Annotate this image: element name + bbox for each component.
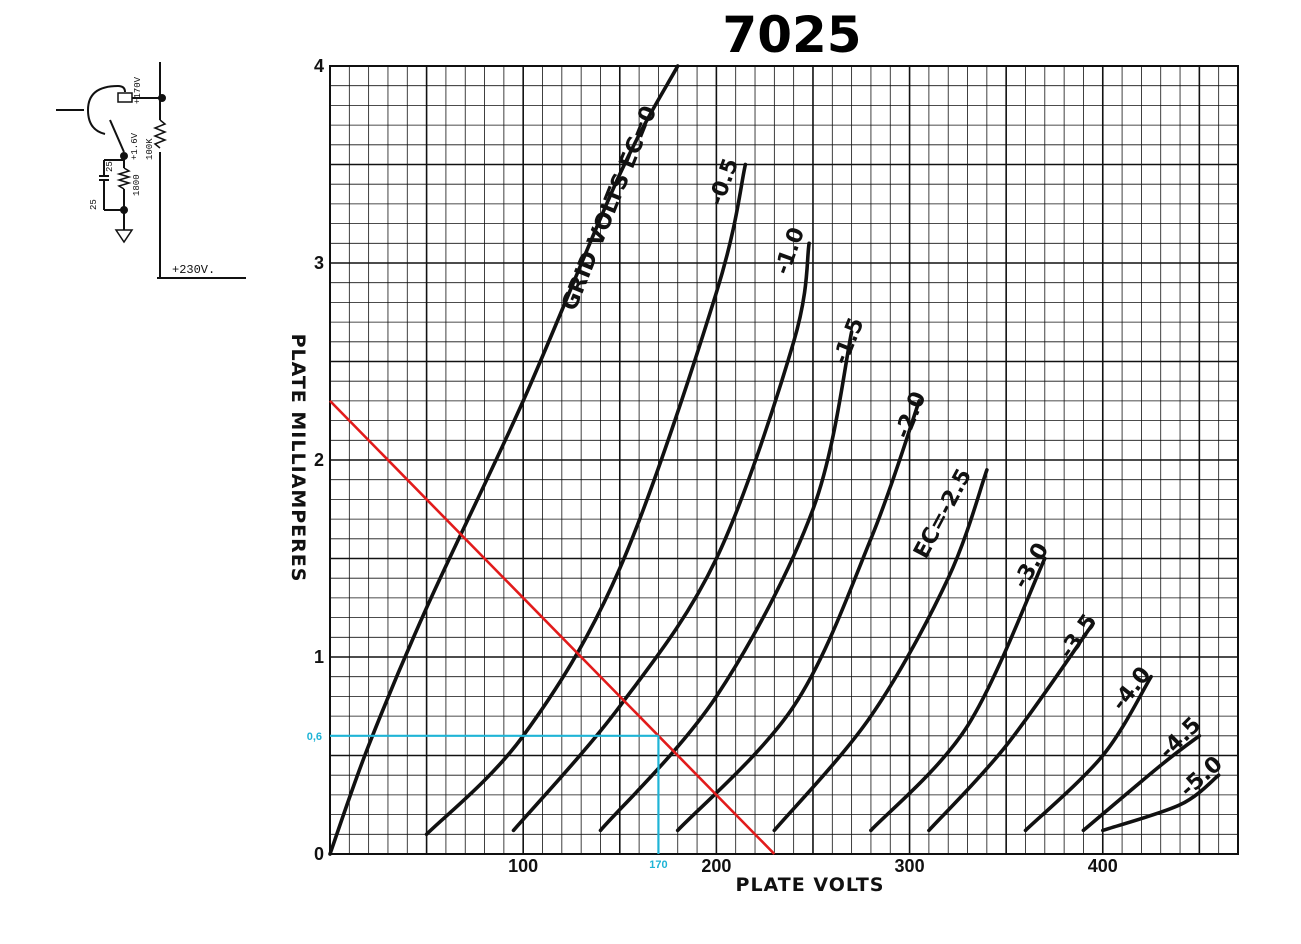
y-tick-label: 2 xyxy=(314,450,324,470)
schematic-cathode-resistor: 1800 xyxy=(132,174,142,196)
x-tick-label: 300 xyxy=(895,856,925,876)
load-line xyxy=(329,399,776,855)
schematic-cathode-voltage: +1.6V xyxy=(130,132,140,160)
x-tick-label: 200 xyxy=(701,856,731,876)
chart-title: 7025 xyxy=(722,6,861,64)
x-axis-title: PLATE VOLTS xyxy=(736,874,885,896)
operating-voltage-label: 170 xyxy=(649,859,667,871)
plate-curve-4 xyxy=(675,399,921,833)
schematic-inset xyxy=(56,62,246,279)
x-tick-label: 100 xyxy=(508,856,538,876)
y-tick-label: 4 xyxy=(314,56,324,76)
plate-curve-9 xyxy=(1081,734,1202,833)
schematic-plate-resistor: 100K xyxy=(145,138,155,160)
operating-current-label: 0,6 xyxy=(307,731,322,743)
x-tick-labels: 100 200 300 400 xyxy=(508,856,1118,876)
plate-curve-6 xyxy=(869,556,1047,833)
y-tick-label: 1 xyxy=(314,647,324,667)
y-tick-labels: 0 1 2 3 4 xyxy=(314,56,324,864)
plate-curve-3 xyxy=(598,330,854,833)
plate-curve-7 xyxy=(927,621,1095,833)
grid-major xyxy=(329,65,1238,855)
plate-curve-8 xyxy=(1023,674,1153,833)
plate-curve-2 xyxy=(511,241,811,833)
y-tick-label: 0 xyxy=(314,844,324,864)
y-tick-label: 3 xyxy=(314,253,324,273)
plate-curves xyxy=(328,64,1221,856)
x-tick-label: 400 xyxy=(1088,856,1118,876)
plate-curve-10 xyxy=(1101,773,1221,833)
schematic-supply: +230V. xyxy=(172,263,215,277)
plate-curve-5 xyxy=(772,468,989,833)
schematic-cap-value-a: 25 xyxy=(89,199,99,210)
schematic-cap-value-b: 25 xyxy=(105,161,115,172)
schematic-plate-voltage: +170V xyxy=(133,76,143,104)
load-line-annotations: 0,6 170 xyxy=(307,399,776,871)
y-axis-title: PLATE MILLIAMPERES xyxy=(287,334,309,583)
plate-curve-0 xyxy=(328,64,680,856)
plate-curve-1 xyxy=(424,162,748,837)
